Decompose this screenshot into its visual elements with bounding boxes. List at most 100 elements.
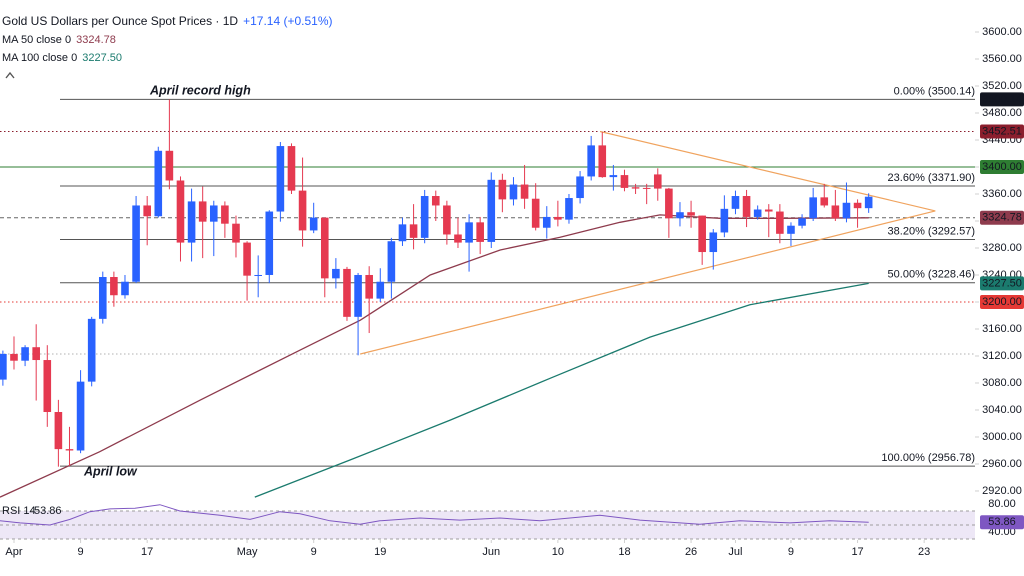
candle-body <box>10 353 18 361</box>
fib-label: 0.00% (3500.14) <box>894 85 975 97</box>
price-box-label: 3324.78 <box>982 212 1022 224</box>
candle-body <box>243 242 251 276</box>
candle-body <box>798 218 806 226</box>
candle-body <box>609 175 618 178</box>
candle-body <box>198 201 207 222</box>
candle-body <box>398 224 407 242</box>
fib-label: 38.20% (3292.57) <box>888 225 975 237</box>
candle-body <box>653 174 662 189</box>
price-box-label: 3400.00 <box>982 161 1022 173</box>
candle-body <box>853 202 862 209</box>
y-tick-label: 3080.00 <box>982 377 1022 389</box>
candle-body <box>676 212 684 219</box>
candle-body <box>65 449 74 451</box>
title: Gold US Dollars per Ounce Spot Prices · … <box>2 14 239 28</box>
candle-body <box>43 360 52 413</box>
plot-layer: 3600.003560.003520.003480.003440.003400.… <box>0 26 1024 558</box>
candle-body <box>620 175 629 188</box>
y-tick-label: 3560.00 <box>982 53 1022 65</box>
y-tick-label: 3600.00 <box>982 26 1022 38</box>
rsi-title: RSI 14 <box>2 505 36 517</box>
candle-body <box>221 205 229 224</box>
candle-body <box>787 225 795 234</box>
price-box <box>980 210 1024 225</box>
price-box <box>980 294 1024 309</box>
ma-name: MA 50 close 0 <box>2 34 72 46</box>
x-tick-label: 26 <box>685 546 697 558</box>
candle-body <box>509 184 518 200</box>
y-tick-label: 3120.00 <box>982 350 1022 362</box>
candle-body <box>320 217 329 279</box>
y-tick-label: 3360.00 <box>982 188 1022 200</box>
candle-body <box>698 215 706 253</box>
price-box <box>980 159 1024 174</box>
candle-body <box>465 222 473 243</box>
candle-body <box>298 190 307 231</box>
candle-body <box>165 150 174 181</box>
candle-body <box>476 222 484 242</box>
candle-body <box>0 353 7 380</box>
candle-body <box>809 197 817 219</box>
candle-body <box>820 197 829 206</box>
price-box <box>980 276 1024 291</box>
rsi-line <box>0 504 869 526</box>
fib-label: 50.00% (3228.46) <box>888 269 975 281</box>
candle-body <box>631 187 640 189</box>
change: +17.14 (+0.51%) <box>243 14 333 28</box>
rsi-box-label: 53.86 <box>988 516 1016 528</box>
candle-body <box>265 211 274 275</box>
candle-body <box>110 277 118 296</box>
candle-body <box>354 274 362 317</box>
candle-body <box>864 196 873 209</box>
y-tick-label: 3480.00 <box>982 107 1022 119</box>
candle-body <box>420 196 429 238</box>
candle-body <box>409 224 418 238</box>
ma-line <box>0 214 869 498</box>
candle-body <box>842 202 851 219</box>
candle-body <box>687 212 695 216</box>
ma-value: 3324.78 <box>76 34 116 46</box>
candle-body <box>309 217 318 231</box>
candle-body <box>720 208 729 233</box>
candle-body <box>209 205 218 222</box>
fib-label: 23.60% (3371.90) <box>888 172 975 184</box>
x-tick-label: 9 <box>78 546 84 558</box>
candle-body <box>642 187 651 189</box>
candle-body <box>520 184 529 199</box>
x-tick-label: 18 <box>618 546 630 558</box>
price-box-label: 3500.14 <box>982 93 1022 105</box>
x-tick-label: Apr <box>5 546 22 558</box>
candle-body <box>187 201 196 243</box>
collapse-icon[interactable] <box>5 71 15 79</box>
ma-name: MA 100 close 0 <box>2 52 78 64</box>
candle-body <box>598 145 607 178</box>
candle-body <box>431 196 440 206</box>
candle-body <box>531 198 540 228</box>
rsi-value: 53.86 <box>34 505 62 517</box>
candle-body <box>32 347 40 361</box>
candle-body <box>176 180 185 243</box>
rsi-box <box>980 515 1024 530</box>
candle-body <box>554 216 562 220</box>
price-box <box>980 124 1024 139</box>
candle-body <box>831 205 840 219</box>
x-tick-label: 23 <box>918 546 930 558</box>
candle-body <box>332 268 340 279</box>
candle-body <box>709 232 718 253</box>
ma-line <box>254 282 869 498</box>
fib-label: 100.00% (2956.78) <box>881 452 975 464</box>
candle-body <box>343 268 351 317</box>
x-tick-label: 17 <box>141 546 153 558</box>
candle-body <box>387 241 396 282</box>
candle-body <box>121 281 129 296</box>
candle-body <box>21 347 29 361</box>
candle-body <box>487 179 496 242</box>
y-tick-label: 2960.00 <box>982 458 1022 470</box>
price-box-label: 3200.00 <box>982 296 1022 308</box>
candle-body <box>498 179 507 200</box>
candle-body <box>731 196 740 209</box>
x-tick-label: 9 <box>788 546 794 558</box>
candle-body <box>776 211 784 234</box>
x-tick-label: Jun <box>482 546 500 558</box>
y-tick-label: 3000.00 <box>982 431 1022 443</box>
